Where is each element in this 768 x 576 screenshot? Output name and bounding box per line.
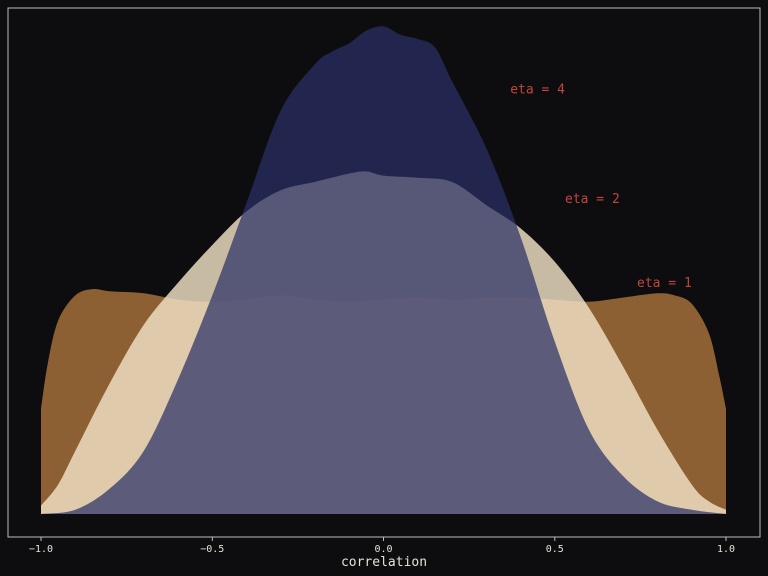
density-areas xyxy=(41,26,726,514)
annotation-eta-1: eta = 1 xyxy=(637,276,692,291)
x-axis-label: correlation xyxy=(341,555,427,570)
annotation-eta-2: eta = 2 xyxy=(565,192,620,207)
x-axis-ticks: −1.0 −0.5 0.0 0.5 1.0 xyxy=(29,537,735,555)
series-annotations: eta = 4 eta = 2 eta = 1 xyxy=(510,83,692,291)
density-eta-4 xyxy=(41,26,726,514)
x-tick-label: 0.0 xyxy=(374,544,392,555)
annotation-eta-4: eta = 4 xyxy=(510,83,565,98)
x-tick-label: −0.5 xyxy=(200,544,224,555)
x-tick-label: −1.0 xyxy=(29,544,53,555)
x-tick-label: 0.5 xyxy=(546,544,564,555)
x-tick-label: 1.0 xyxy=(717,544,735,555)
